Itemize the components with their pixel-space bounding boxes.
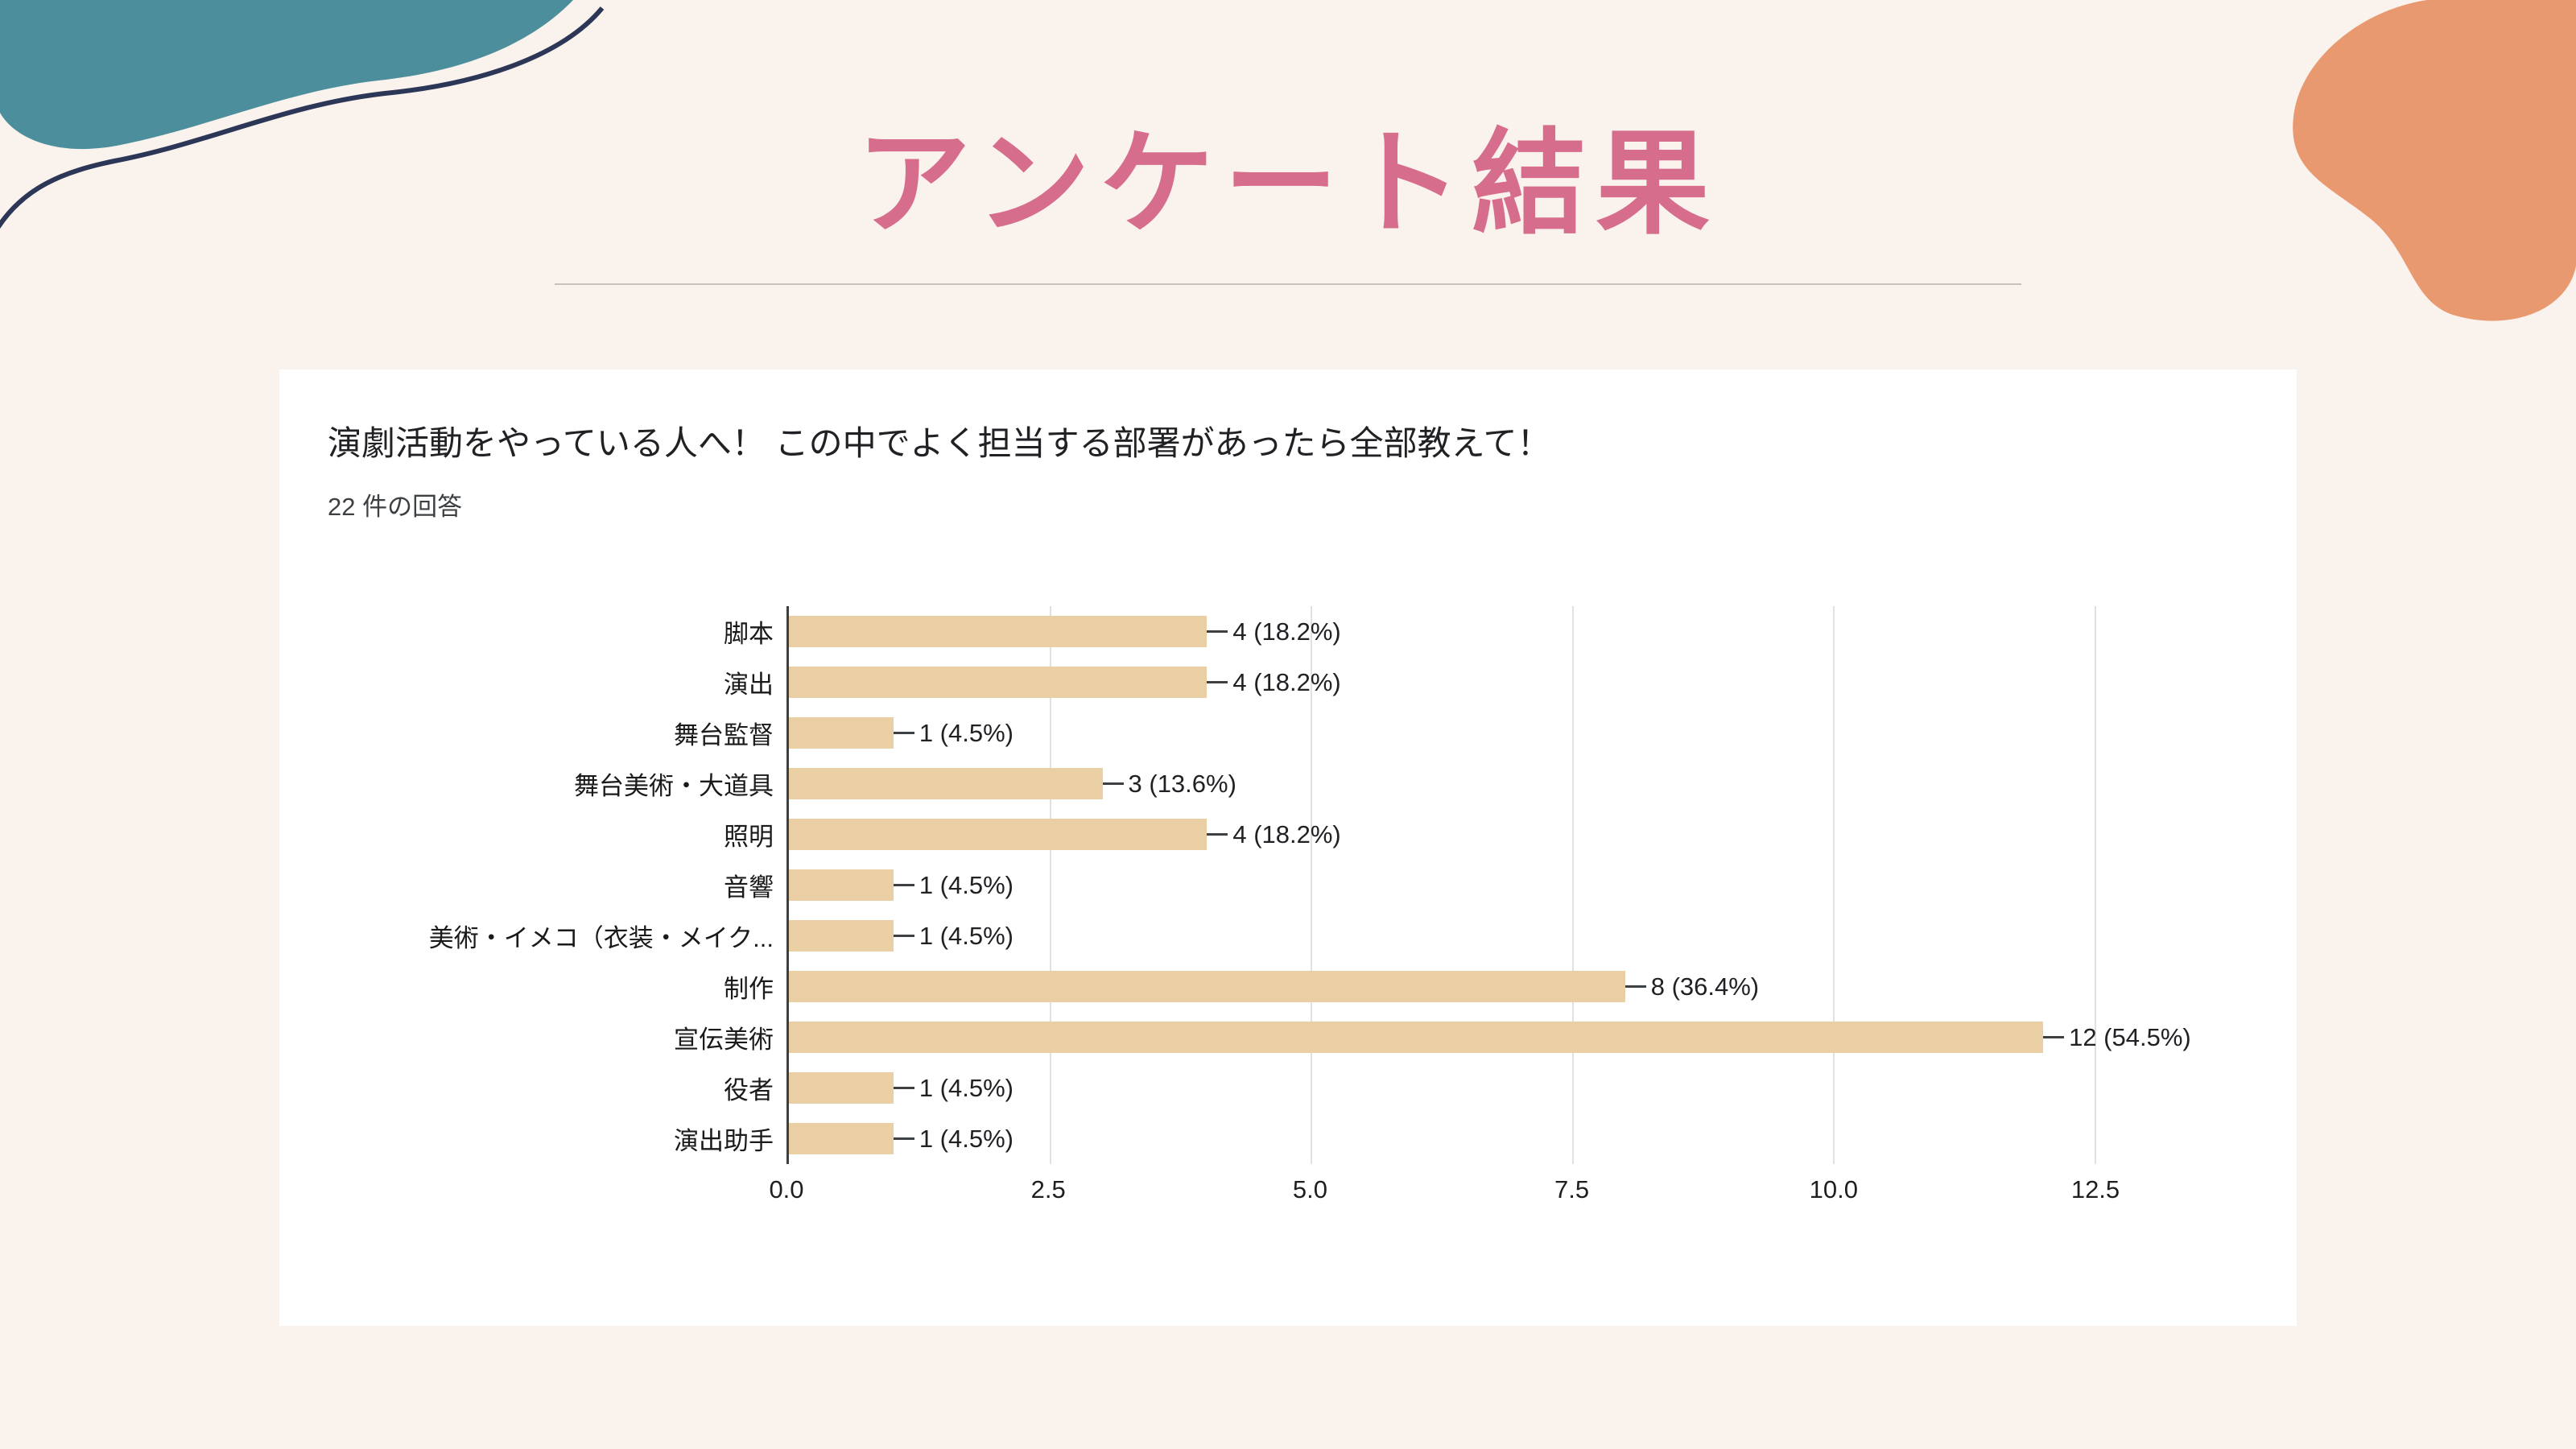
category-label: 制作 [724, 975, 774, 1003]
gridline [1571, 606, 1574, 1164]
survey-question: 演劇活動をやっている人へ！ この中でよく担当する部署があったら全部教えて！ [328, 424, 1551, 462]
x-tick-label: 12.5 [2070, 1175, 2120, 1203]
x-tick-label: 0.0 [769, 1175, 804, 1203]
category-label: 舞台監督 [674, 721, 774, 749]
chart-plot-area: 4 (18.2%) 4 (18.2%) 1 (4.5%) 3 (13.6%) 4 (18… [769, 606, 2191, 1212]
bar-value-label: 1 (4.5%) [919, 1073, 1013, 1102]
bar-callout-line [1207, 833, 1228, 836]
bar-value-label: 1 (4.5%) [919, 1124, 1013, 1153]
bar-callout-line [1207, 681, 1228, 683]
bar [789, 667, 1208, 698]
bar-value-label: 1 (4.5%) [919, 921, 1013, 950]
bar-callout-line [893, 1137, 914, 1140]
bar-row: 1 (4.5%) [789, 1113, 2095, 1164]
category-label: 脚本 [724, 620, 774, 648]
bar-callout-line [1624, 985, 1646, 988]
x-tick-label: 7.5 [1554, 1175, 1590, 1203]
bar-value-label: 4 (18.2%) [1232, 617, 1341, 646]
bar-callout-line [1207, 630, 1228, 633]
bar-callout-line [893, 1087, 914, 1089]
bar-callout-line [2043, 1036, 2065, 1038]
bar-value-label: 12 (54.5%) [2069, 1022, 2191, 1051]
x-tick-label: 10.0 [1809, 1175, 1858, 1203]
category-label: 音響 [724, 873, 774, 902]
bar-row: 3 (13.6%) [789, 758, 2095, 809]
bar [789, 1123, 894, 1154]
category-label: 役者 [724, 1076, 774, 1104]
category-label: 照明 [724, 823, 774, 851]
bar-row: 12 (54.5%) [789, 1012, 2191, 1063]
bar-row: 1 (4.5%) [789, 708, 2095, 758]
bar-value-label: 8 (36.4%) [1650, 972, 1760, 1001]
bar-chart: 脚本演出舞台監督舞台美術・大道具照明音響美術・イメコ（衣装・メイク... 制作宣伝… [328, 606, 2248, 1212]
bar-value-label: 3 (13.6%) [1128, 769, 1236, 798]
bar-callout-line [893, 884, 914, 886]
chart-x-axis: 0.0 2.5 5.0 7.5 10.0 12.5 [769, 1175, 2120, 1212]
bar [789, 616, 1208, 647]
bar [789, 920, 894, 952]
category-label: 演出助手 [674, 1127, 774, 1155]
chart-categories: 脚本演出舞台監督舞台美術・大道具照明音響美術・イメコ（衣装・メイク... 制作宣伝… [328, 606, 786, 1212]
bar [789, 1072, 894, 1104]
bar-row: 4 (18.2%) [789, 657, 2095, 708]
survey-result-card: 演劇活動をやっている人へ！ この中でよく担当する部署があったら全部教えて！ 22… [279, 369, 2297, 1326]
category-label: 演出 [724, 671, 774, 699]
page-title: アンケート結果 [856, 120, 1720, 248]
bar [789, 717, 894, 749]
bar-callout-line [893, 935, 914, 937]
bar-value-label: 4 (18.2%) [1232, 819, 1341, 848]
x-tick-label: 2.5 [1030, 1175, 1066, 1203]
bar [789, 819, 1208, 850]
bar [789, 768, 1103, 799]
bar-callout-line [893, 732, 914, 734]
bar-row: 8 (36.4%) [789, 961, 2095, 1012]
gridline [1833, 606, 1835, 1164]
bar-row: 4 (18.2%) [789, 606, 2095, 657]
response-count: 22 件の回答 [328, 493, 463, 521]
bar-row: 4 (18.2%) [789, 809, 2095, 860]
gridline [1049, 606, 1051, 1164]
bar-row: 1 (4.5%) [789, 910, 2095, 961]
bar [789, 971, 1625, 1002]
gridline [2095, 606, 2096, 1164]
category-label: 宣伝美術 [674, 1026, 774, 1054]
bar-value-label: 1 (4.5%) [919, 870, 1013, 899]
bar [789, 1022, 2044, 1053]
category-label: 美術・イメコ（衣装・メイク... [428, 924, 774, 952]
chart-plot: 4 (18.2%) 4 (18.2%) 1 (4.5%) 3 (13.6%) 4 (18… [786, 606, 2191, 1164]
x-tick-label: 5.0 [1292, 1175, 1327, 1203]
bar-callout-line [1102, 782, 1124, 785]
gridline [1311, 606, 1313, 1164]
bar [789, 869, 894, 901]
bar-row: 1 (4.5%) [789, 1063, 2095, 1113]
slide-header: アンケート結果 [0, 0, 2576, 285]
bar-row: 1 (4.5%) [789, 860, 2095, 910]
bar-value-label: 1 (4.5%) [919, 718, 1013, 747]
title-divider [555, 283, 2021, 285]
bar-value-label: 4 (18.2%) [1232, 667, 1341, 696]
category-label: 舞台美術・大道具 [574, 772, 774, 800]
